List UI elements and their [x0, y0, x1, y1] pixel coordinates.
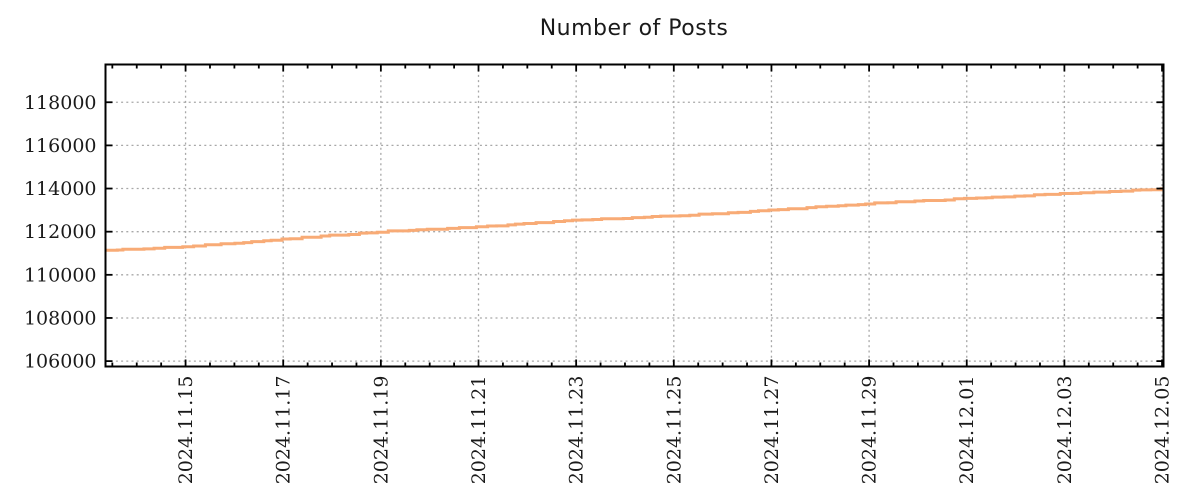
x-tick-label: 2024.11.25 — [663, 376, 685, 485]
chart-title: Number of Posts — [539, 16, 729, 41]
x-tick-label: 2024.11.27 — [761, 376, 783, 485]
gridlines — [105, 64, 1164, 367]
y-tick-label: 106000 — [24, 351, 97, 373]
series-line-number-of-posts — [105, 187, 1164, 252]
x-tick-label: 2024.12.01 — [956, 376, 978, 485]
x-tick-label: 2024.11.29 — [859, 376, 881, 485]
x-axis-tick-labels: 2024.11.15 2024.11.17 2024.11.19 2024.11.21… — [175, 376, 1173, 485]
tick-marks — [105, 64, 1164, 367]
x-tick-label: 2024.11.17 — [273, 376, 295, 485]
y-tick-label: 118000 — [24, 92, 97, 114]
y-tick-label: 114000 — [24, 178, 97, 200]
y-axis-tick-labels: 106000 108000 110000 112000 114000 116000 1180… — [24, 92, 97, 373]
x-tick-label: 2024.12.03 — [1054, 376, 1076, 485]
plot-frame — [104, 63, 1165, 368]
x-tick-label: 2024.11.21 — [468, 376, 490, 485]
y-tick-label: 108000 — [24, 307, 97, 329]
x-tick-label: 2024.11.19 — [370, 376, 392, 485]
x-tick-label: 2024.12.05 — [1152, 376, 1174, 485]
y-tick-label: 116000 — [24, 135, 97, 157]
y-tick-label: 112000 — [24, 221, 97, 243]
y-tick-label: 110000 — [24, 264, 97, 286]
x-tick-label: 2024.11.23 — [566, 376, 588, 485]
x-tick-label: 2024.11.15 — [175, 376, 197, 485]
